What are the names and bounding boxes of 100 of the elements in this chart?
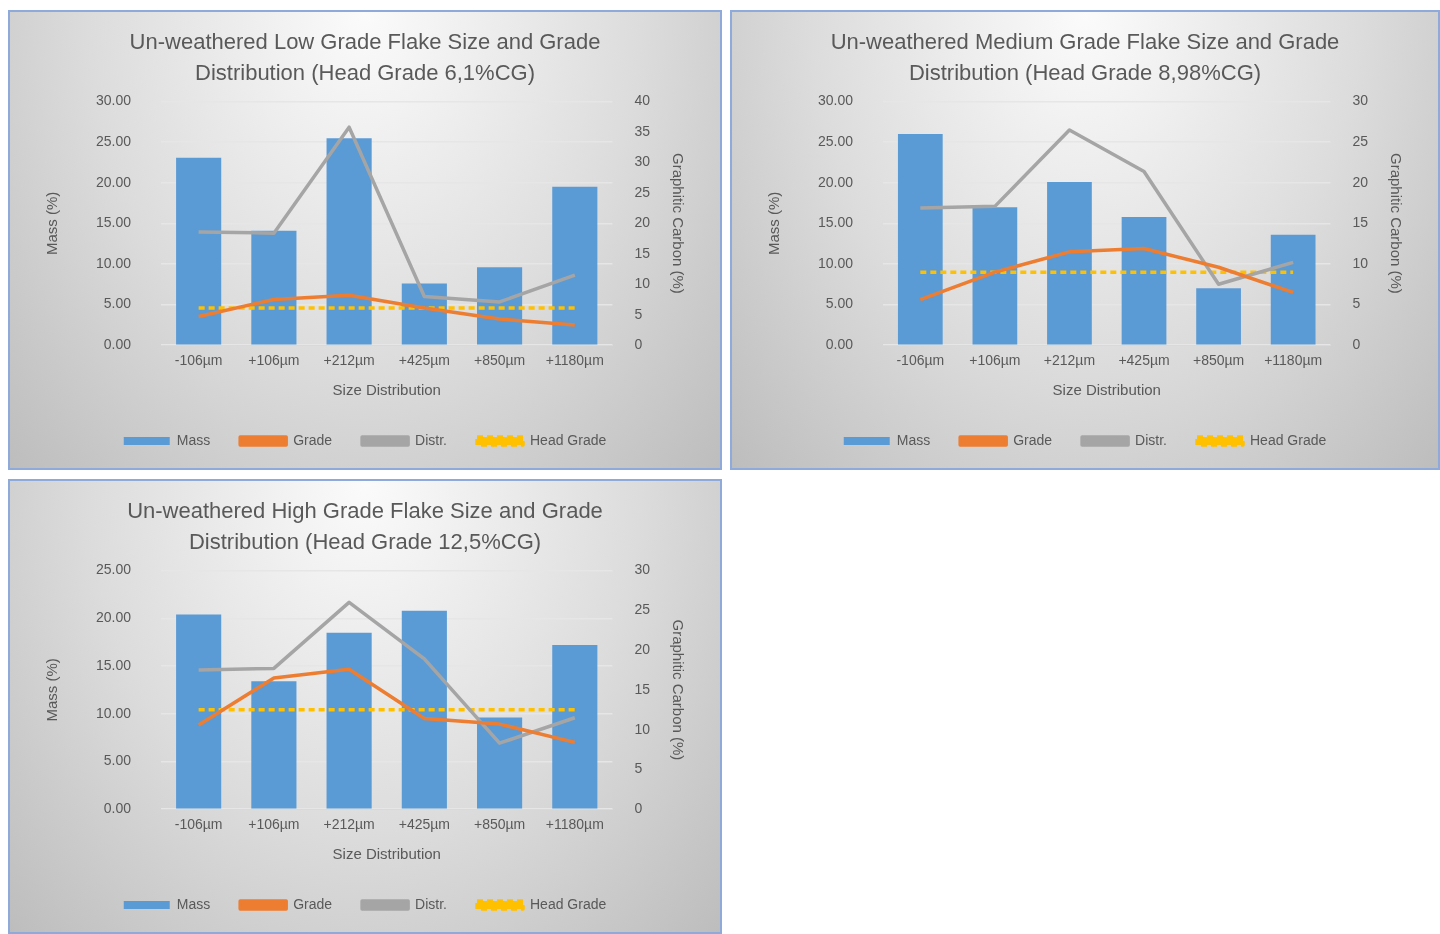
y2-axis-title: Graphitic Carbon (%) [1387, 152, 1405, 294]
x-tick-label: +1180µm [1264, 352, 1323, 369]
y-tick-label: 30.00 [817, 92, 854, 109]
legend-label: Head Grade [529, 895, 607, 912]
x-tick-label: +850µm [473, 816, 526, 833]
y-axis-title: Mass (%) [765, 191, 783, 256]
x-axis-title: Size Distribution [332, 381, 441, 399]
y-tick-label: 15.00 [95, 214, 132, 231]
bar [1270, 234, 1316, 345]
y2-tick-label: 15 [634, 244, 651, 261]
y-axis-title: Mass (%) [43, 658, 61, 722]
y2-tick-label: 5 [634, 305, 643, 322]
bar [552, 186, 598, 345]
y2-tick-label: 5 [1352, 295, 1361, 312]
y2-tick-label: 30 [1352, 92, 1369, 109]
legend-label: Grade [293, 895, 333, 912]
y2-tick-label: 10 [1352, 254, 1369, 271]
x-tick-label: +850µm [473, 352, 526, 369]
y-tick-label: 0.00 [103, 336, 132, 353]
y2-tick-label: 25 [634, 601, 651, 618]
bar [401, 610, 447, 809]
y2-tick-label: 20 [634, 214, 651, 231]
y2-tick-label: 5 [634, 760, 643, 777]
bar [326, 138, 372, 345]
x-tick-label: -106µm [174, 352, 223, 369]
y2-tick-label: 30 [634, 153, 651, 170]
x-tick-label: +212µm [323, 816, 375, 833]
y-tick-label: 20.00 [95, 173, 132, 190]
legend-label: Grade [293, 431, 333, 448]
y-tick-label: 25.00 [817, 133, 854, 150]
y2-tick-label: 20 [1352, 173, 1369, 190]
chart-title: Un-weathered High Grade Flake Size and Grade Distribution (Head Grade 12,5%CG) [127, 498, 603, 555]
y2-tick-label: 40 [634, 92, 651, 109]
y2-tick-label: 15 [1352, 214, 1369, 231]
x-tick-label: -106µm [174, 816, 223, 833]
y-tick-label: 20.00 [817, 173, 854, 190]
x-axis-title: Size Distribution [1052, 381, 1161, 399]
chart-title: Un-weathered Low Grade Flake Size and Grade Distribution (Head Grade 6,1%CG) [129, 29, 601, 86]
y2-tick-label: 0 [634, 336, 643, 353]
y2-tick-label: 10 [634, 275, 651, 292]
bar [251, 230, 297, 345]
y-axis-title: Mass (%) [43, 191, 61, 256]
y2-tick-label: 0 [634, 800, 643, 817]
chart-title: Un-weathered Medium Grade Flake Size and Grade Distribution (Head Grade 8,98%CG) [830, 29, 1340, 86]
x-tick-label: +425µm [398, 816, 450, 833]
x-tick-label: +106µm [248, 352, 300, 369]
y2-axis-title: Graphitic Carbon (%) [669, 619, 687, 761]
y2-tick-label: 35 [634, 122, 651, 139]
x-tick-label: +850µm [1192, 352, 1245, 369]
x-tick-label: +1180µm [545, 816, 604, 833]
y2-tick-label: 25 [1352, 133, 1369, 150]
bar [176, 614, 222, 809]
legend-label: Mass [896, 431, 931, 448]
y2-axis-title: Graphitic Carbon (%) [669, 152, 687, 294]
bar [176, 157, 222, 345]
legend-label: Mass [176, 431, 211, 448]
y-tick-label: 20.00 [95, 609, 132, 626]
bar [972, 207, 1018, 345]
bar [326, 632, 372, 809]
x-axis-title: Size Distribution [332, 845, 441, 863]
y-tick-label: 10.00 [95, 254, 132, 271]
y2-tick-label: 10 [634, 720, 651, 737]
x-tick-label: +106µm [248, 816, 300, 833]
y-tick-label: 5.00 [103, 752, 132, 769]
y-tick-label: 5.00 [103, 295, 132, 312]
y2-tick-label: 0 [1352, 336, 1361, 353]
y-tick-label: 25.00 [95, 133, 132, 150]
legend-label: Mass [176, 895, 211, 912]
y-tick-label: 5.00 [825, 295, 854, 312]
legend-label: Distr. [415, 895, 447, 912]
x-tick-label: +425µm [398, 352, 450, 369]
legend-label: Distr. [415, 431, 447, 448]
y-tick-label: 25.00 [95, 561, 132, 578]
y2-tick-label: 20 [634, 640, 651, 657]
legend-label: Grade [1013, 431, 1053, 448]
bar [251, 681, 297, 809]
bar [1196, 288, 1241, 345]
bar [477, 717, 523, 809]
y-tick-label: 10.00 [817, 254, 854, 271]
y2-tick-label: 30 [634, 561, 651, 578]
x-tick-label: +212µm [1043, 352, 1096, 369]
legend-label: Distr. [1135, 431, 1167, 448]
x-tick-label: +106µm [969, 352, 1021, 369]
legend-label: Head Grade [1249, 431, 1327, 448]
legend-label: Head Grade [529, 431, 607, 448]
x-tick-label: +212µm [323, 352, 375, 369]
y-tick-label: 0.00 [103, 800, 132, 817]
y-tick-label: 15.00 [817, 214, 854, 231]
y-tick-label: 10.00 [95, 704, 132, 721]
bar [1047, 181, 1092, 345]
bar [1121, 216, 1167, 345]
y-tick-label: 30.00 [95, 92, 132, 109]
bar [897, 134, 943, 345]
x-tick-label: +1180µm [545, 352, 604, 369]
y2-tick-label: 15 [634, 680, 651, 697]
y-tick-label: 0.00 [825, 336, 854, 353]
bar [552, 645, 598, 809]
y-tick-label: 15.00 [95, 656, 132, 673]
y2-tick-label: 25 [634, 183, 651, 200]
x-tick-label: +425µm [1118, 352, 1170, 369]
